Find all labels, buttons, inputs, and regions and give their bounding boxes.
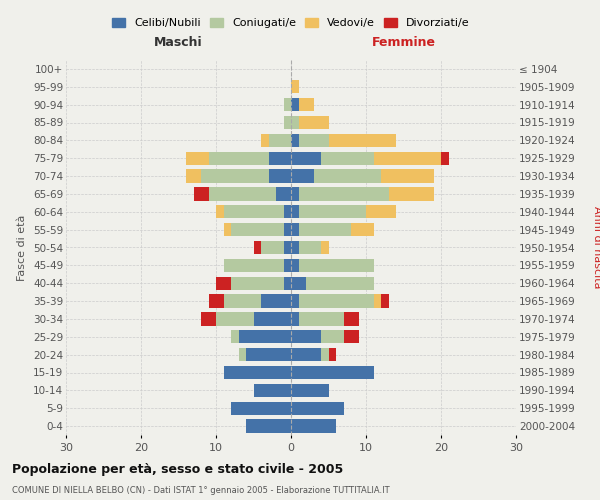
Bar xyxy=(209,187,276,200)
Bar xyxy=(209,294,223,308)
Bar xyxy=(291,258,299,272)
Bar xyxy=(373,294,381,308)
Bar xyxy=(231,330,239,344)
Bar xyxy=(239,330,291,344)
Y-axis label: Fasce di età: Fasce di età xyxy=(17,214,28,280)
Bar xyxy=(329,134,396,147)
Text: Maschi: Maschi xyxy=(154,36,203,50)
Legend: Celibi/Nubili, Coniugati/e, Vedovi/e, Divorziati/e: Celibi/Nubili, Coniugati/e, Vedovi/e, Di… xyxy=(108,13,474,32)
Bar xyxy=(299,258,373,272)
Text: COMUNE DI NIELLA BELBO (CN) - Dati ISTAT 1° gennaio 2005 - Elaborazione TUTTITAL: COMUNE DI NIELLA BELBO (CN) - Dati ISTAT… xyxy=(12,486,389,495)
Bar xyxy=(284,116,291,129)
Bar xyxy=(261,294,291,308)
Bar xyxy=(321,348,329,362)
Bar xyxy=(201,170,269,183)
Bar xyxy=(306,276,373,290)
Bar xyxy=(373,152,441,165)
Bar xyxy=(343,330,359,344)
Bar xyxy=(269,152,291,165)
Bar xyxy=(231,276,284,290)
Bar xyxy=(223,294,261,308)
Bar xyxy=(284,258,291,272)
Bar xyxy=(321,152,373,165)
Bar xyxy=(299,205,366,218)
Bar xyxy=(291,116,299,129)
Bar xyxy=(291,187,299,200)
Bar xyxy=(441,152,449,165)
Bar xyxy=(269,170,291,183)
Bar xyxy=(299,223,351,236)
Bar xyxy=(284,98,291,112)
Bar xyxy=(269,134,291,147)
Bar xyxy=(254,384,291,397)
Bar xyxy=(291,80,299,94)
Bar xyxy=(351,223,373,236)
Bar xyxy=(299,134,329,147)
Bar xyxy=(216,205,223,218)
Bar xyxy=(284,276,291,290)
Bar xyxy=(223,366,291,379)
Bar xyxy=(299,294,373,308)
Bar xyxy=(291,294,299,308)
Bar xyxy=(291,312,299,326)
Bar xyxy=(291,98,299,112)
Bar xyxy=(223,223,231,236)
Bar xyxy=(239,348,246,362)
Bar xyxy=(284,223,291,236)
Bar xyxy=(209,152,269,165)
Bar xyxy=(276,187,291,200)
Y-axis label: Anni di nascita: Anni di nascita xyxy=(592,206,600,289)
Bar xyxy=(389,187,433,200)
Bar xyxy=(284,205,291,218)
Bar xyxy=(314,170,381,183)
Bar xyxy=(223,205,284,218)
Bar xyxy=(291,402,343,415)
Bar xyxy=(261,241,284,254)
Bar xyxy=(291,330,321,344)
Bar xyxy=(381,170,433,183)
Bar xyxy=(299,241,321,254)
Bar xyxy=(366,205,396,218)
Bar xyxy=(246,420,291,433)
Bar xyxy=(291,152,321,165)
Bar xyxy=(254,312,291,326)
Bar xyxy=(343,312,359,326)
Bar xyxy=(193,187,209,200)
Bar xyxy=(254,241,261,254)
Bar xyxy=(291,276,306,290)
Bar xyxy=(299,98,314,112)
Bar xyxy=(329,348,336,362)
Bar xyxy=(291,170,314,183)
Bar xyxy=(291,241,299,254)
Bar xyxy=(231,402,291,415)
Bar xyxy=(291,348,321,362)
Bar xyxy=(299,116,329,129)
Bar xyxy=(284,241,291,254)
Bar xyxy=(216,276,231,290)
Bar xyxy=(231,223,284,236)
Bar xyxy=(246,348,291,362)
Bar xyxy=(291,366,373,379)
Bar xyxy=(299,187,389,200)
Bar xyxy=(299,312,343,326)
Bar xyxy=(201,312,216,326)
Bar xyxy=(291,384,329,397)
Bar xyxy=(186,170,201,183)
Text: Femmine: Femmine xyxy=(371,36,436,50)
Bar xyxy=(216,312,254,326)
Bar xyxy=(186,152,209,165)
Bar xyxy=(291,134,299,147)
Bar xyxy=(321,330,343,344)
Bar xyxy=(223,258,284,272)
Bar xyxy=(291,420,336,433)
Bar xyxy=(321,241,329,254)
Bar xyxy=(261,134,269,147)
Bar xyxy=(381,294,389,308)
Bar xyxy=(291,223,299,236)
Bar xyxy=(291,205,299,218)
Text: Popolazione per età, sesso e stato civile - 2005: Popolazione per età, sesso e stato civil… xyxy=(12,462,343,475)
